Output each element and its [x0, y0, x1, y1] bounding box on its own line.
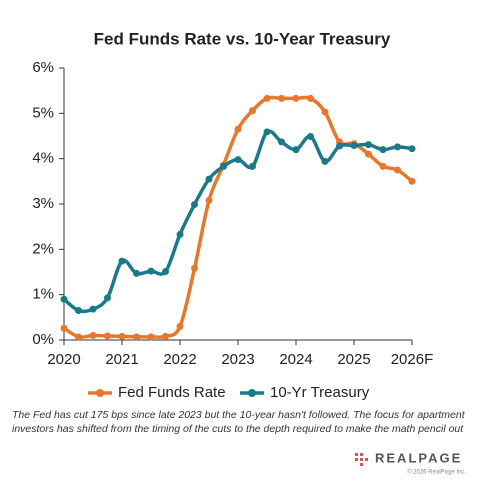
point: [336, 142, 343, 150]
point: [234, 156, 242, 164]
x-tick-label: 2026F: [391, 351, 434, 368]
y-tick-label: 5%: [32, 104, 54, 121]
y-tick-label: 3%: [32, 195, 54, 212]
x-tick-label: 2024: [279, 351, 312, 368]
x-tick-label: 2025: [337, 351, 370, 368]
point: [118, 332, 126, 340]
point: [249, 162, 256, 170]
point: [60, 295, 68, 303]
point: [307, 94, 314, 102]
logo-mark: [355, 453, 368, 466]
point: [278, 94, 285, 102]
point: [75, 307, 82, 315]
point: [133, 333, 140, 341]
point: [147, 333, 155, 341]
point: [162, 332, 169, 340]
point: [321, 157, 329, 165]
point: [133, 269, 140, 277]
x-tick-label: 2020: [47, 351, 80, 368]
point: [118, 257, 126, 265]
point: [307, 132, 314, 140]
point: [350, 142, 358, 150]
point: [321, 108, 329, 116]
point: [394, 143, 401, 151]
copyright: © 2026 RealPage Inc.: [407, 469, 466, 476]
point: [379, 146, 387, 154]
legend-label: 10-Yr Treasury: [270, 384, 370, 401]
point: [205, 175, 213, 183]
x-tick-label: 2021: [105, 351, 138, 368]
legend-swatch: [248, 389, 256, 397]
point: [75, 333, 82, 341]
point: [176, 230, 184, 238]
point: [379, 162, 387, 170]
note: The Fed has cut 175 bps since late 2023 …: [12, 409, 465, 435]
point: [365, 150, 372, 158]
point: [394, 166, 401, 174]
point: [408, 145, 416, 153]
point: [89, 331, 97, 339]
point: [263, 94, 271, 102]
y-tick-label: 2%: [32, 240, 54, 257]
point: [191, 264, 198, 272]
y-tick-label: 6%: [32, 59, 54, 76]
point: [104, 294, 111, 302]
point: [191, 200, 198, 208]
point: [147, 267, 155, 275]
y-tick-label: 0%: [32, 331, 54, 348]
y-tick-label: 4%: [32, 150, 54, 167]
point: [176, 322, 184, 330]
point: [263, 128, 271, 136]
point: [278, 138, 285, 146]
point: [220, 162, 227, 170]
x-tick-label: 2022: [163, 351, 196, 368]
logo: REALPAGE: [375, 450, 462, 465]
point: [60, 324, 68, 332]
legend-swatch: [96, 389, 104, 397]
point: [89, 305, 97, 313]
point: [365, 141, 372, 149]
point: [205, 196, 213, 204]
point: [292, 94, 300, 102]
point: [104, 332, 111, 340]
point: [234, 125, 242, 133]
legend-label: Fed Funds Rate: [118, 384, 226, 401]
point: [162, 268, 169, 276]
y-tick-label: 1%: [32, 286, 54, 303]
chart-title: Fed Funds Rate vs. 10-Year Treasury: [94, 29, 391, 48]
point: [408, 177, 416, 185]
point: [292, 146, 300, 154]
point: [249, 107, 256, 115]
line: [63, 95, 414, 340]
x-tick-label: 2023: [221, 351, 254, 368]
